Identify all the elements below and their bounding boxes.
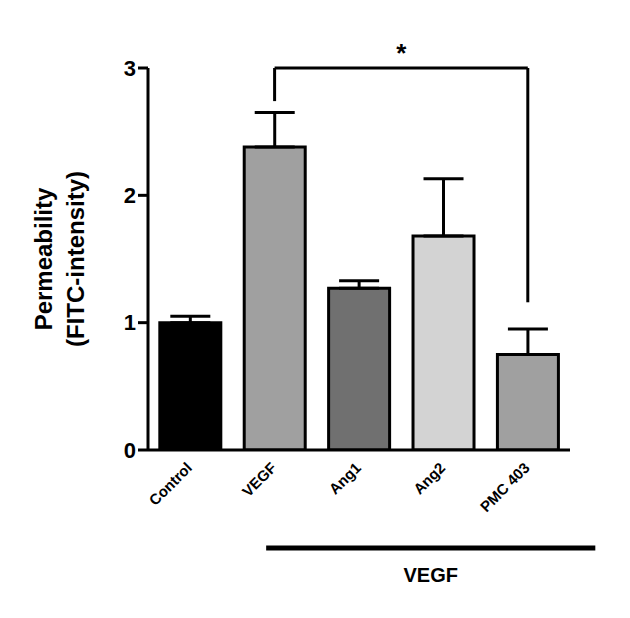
svg-text:1: 1 [124,310,136,335]
svg-text:Control: Control [145,459,195,509]
svg-text:VEGF: VEGF [239,459,280,500]
svg-text:(FITC-intensity): (FITC-intensity) [62,171,89,347]
svg-text:3: 3 [124,56,136,81]
svg-text:PMC 403: PMC 403 [476,459,532,515]
svg-text:VEGF: VEGF [404,564,458,586]
svg-text:2: 2 [124,183,136,208]
svg-text:0: 0 [124,438,136,463]
svg-text:Ang1: Ang1 [325,459,364,498]
svg-text:*: * [396,38,407,68]
svg-text:Permeability: Permeability [30,187,57,330]
svg-text:Ang2: Ang2 [410,459,449,498]
